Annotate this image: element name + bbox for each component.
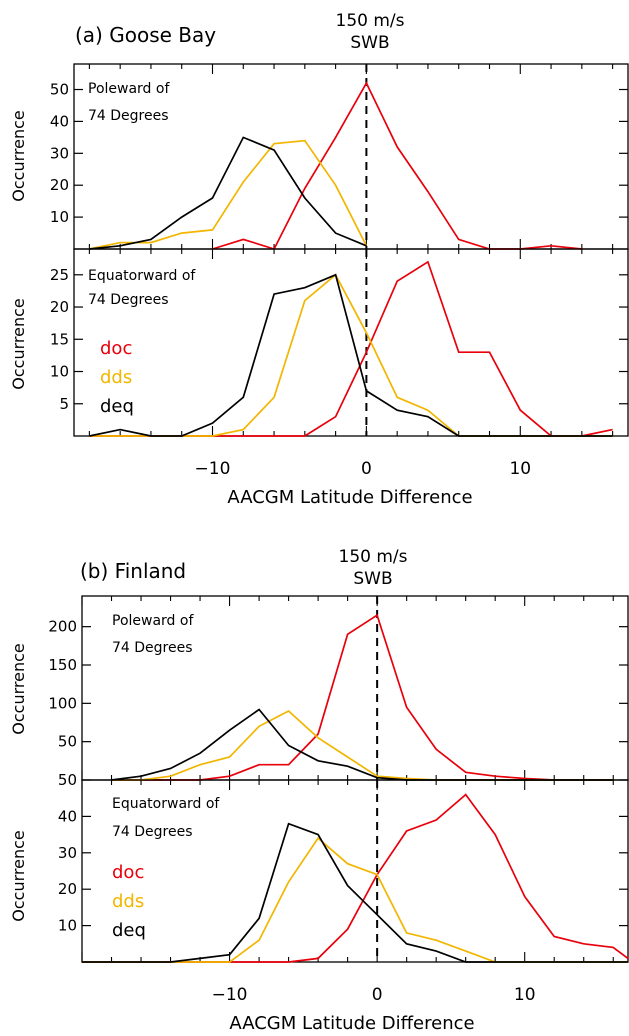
y-tick-label: 200 — [48, 618, 77, 636]
figure-a-plot: 10 20 30 40 50 5 10 15 20 25 −10 0 10 — [50, 63, 629, 479]
y-tick-label: 50 — [50, 81, 69, 99]
panel-note-line2: 74 Degrees — [112, 824, 193, 840]
legend-deq: deq — [112, 920, 146, 941]
y-axis-label: Occurrence — [9, 298, 28, 389]
y-tick-label: 15 — [50, 330, 69, 348]
legend-dds: dds — [112, 891, 144, 912]
y-tick-label: 20 — [50, 298, 69, 316]
series-line-dds — [82, 836, 628, 963]
y-tick-label: 50 — [58, 771, 77, 789]
series-line-deq — [82, 822, 628, 963]
panel-b-equatorward: Equatorward of 74 Degrees Occurrence doc… — [9, 796, 220, 941]
plot-frame — [73, 248, 629, 437]
y-tick-label: 150 — [48, 656, 77, 674]
panel-note-line1: Equatorward of — [88, 268, 196, 284]
y-tick-label: 10 — [50, 363, 69, 381]
y-tick-label: 10 — [50, 208, 69, 226]
plot-panel-a2: 5 10 15 20 25 — [50, 248, 629, 437]
series-line-dds — [111, 709, 614, 781]
x-tick-label: 0 — [372, 985, 383, 1005]
y-axis-label: Occurrence — [9, 110, 28, 201]
y-tick-label: 30 — [50, 144, 69, 162]
panel-note-line2: 74 Degrees — [88, 108, 169, 124]
y-tick-label: 10 — [58, 917, 77, 935]
x-axis-label: AACGM Latitude Difference — [229, 1013, 474, 1034]
y-tick-label: 5 — [59, 395, 69, 413]
legend-dds: dds — [100, 367, 132, 388]
series-line-dds — [89, 139, 368, 250]
figure-b-speed: 150 m/s — [339, 547, 408, 567]
panel-a-poleward: Poleward of 74 Degrees Occurrence — [9, 81, 170, 202]
series-line-doc — [89, 260, 613, 437]
x-tick-label: −10 — [195, 459, 231, 479]
panel-note-line2: 74 Degrees — [88, 292, 169, 308]
panel-b-poleward: Poleward of 74 Degrees Occurrence — [9, 613, 194, 735]
figure-a-swb: SWB — [350, 33, 389, 53]
x-axis-label: AACGM Latitude Difference — [227, 487, 472, 508]
figure-a-title: (a) Goose Bay — [75, 23, 216, 47]
x-tick-label: 0 — [361, 459, 372, 479]
series-line-doc — [82, 793, 629, 963]
x-tick-label: 10 — [514, 985, 536, 1005]
figure-a-speed: 150 m/s — [336, 11, 405, 31]
y-axis-label: Occurrence — [9, 643, 28, 734]
series-line-deq — [89, 273, 613, 437]
y-tick-label: 100 — [48, 694, 77, 712]
panel-a-equatorward: Equatorward of 74 Degrees Occurrence doc… — [9, 268, 196, 417]
plot-frame — [81, 779, 629, 963]
panel-note-line1: Poleward of — [112, 613, 194, 629]
figure-b-title: (b) Finland — [80, 559, 186, 583]
y-tick-label: 25 — [50, 266, 69, 284]
panel-note-line2: 74 Degrees — [112, 640, 193, 656]
y-tick-label: 20 — [58, 880, 77, 898]
panel-note-line1: Poleward of — [88, 81, 170, 97]
x-tick-label: 10 — [509, 459, 531, 479]
panel-note-line1: Equatorward of — [112, 796, 220, 812]
plot-panel-b2: 10 20 30 40 50 — [58, 771, 629, 963]
series-line-doc — [212, 81, 582, 251]
legend-doc: doc — [100, 338, 132, 359]
figure-b-plot: 50 100 150 200 10 20 30 40 50 −10 0 10 — [48, 595, 629, 1005]
y-axis-label: Occurrence — [9, 830, 28, 921]
y-tick-label: 30 — [58, 844, 77, 862]
figure-b-swb: SWB — [353, 569, 392, 589]
y-tick-label: 20 — [50, 176, 69, 194]
legend-deq: deq — [100, 396, 134, 417]
series-line-deq — [89, 136, 367, 250]
x-tick-label: −10 — [212, 985, 248, 1005]
legend-doc: doc — [112, 862, 144, 883]
y-tick-label: 50 — [58, 733, 77, 751]
y-tick-label: 40 — [58, 807, 77, 825]
y-tick-label: 40 — [50, 112, 69, 130]
